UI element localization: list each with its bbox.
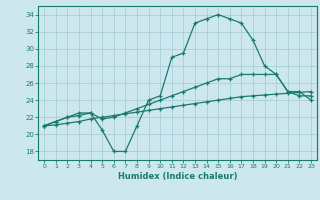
X-axis label: Humidex (Indice chaleur): Humidex (Indice chaleur) xyxy=(118,172,237,181)
